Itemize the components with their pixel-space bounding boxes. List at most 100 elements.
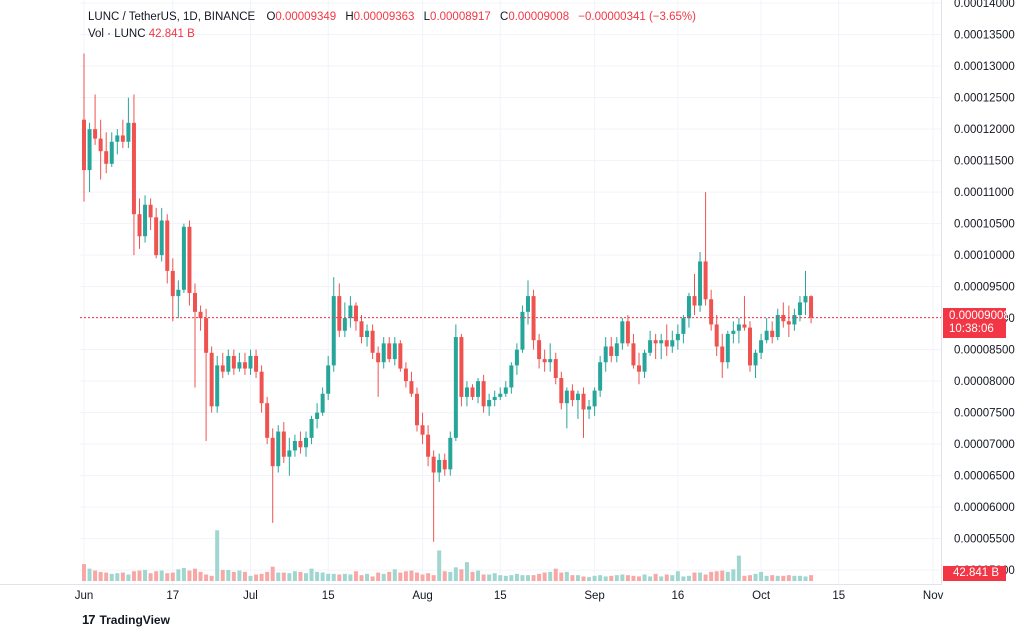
volume-bar bbox=[431, 575, 436, 581]
volume-bar bbox=[115, 573, 120, 581]
time-axis[interactable]: Jun 17 Jul 15 Aug 15 Sep 16 Oct 15 Nov bbox=[75, 590, 944, 602]
candle-body bbox=[387, 343, 392, 360]
candle-body bbox=[442, 459, 447, 470]
time-tick-label: 16 bbox=[671, 590, 684, 602]
candle-body bbox=[598, 362, 603, 391]
candle-body bbox=[353, 305, 358, 322]
price-axis[interactable]: 0.000050000.000055000.000060000.00006500… bbox=[954, 0, 1015, 577]
volume-label[interactable]: Vol · LUNC bbox=[88, 28, 146, 40]
candle-body bbox=[104, 151, 109, 164]
candle-body bbox=[276, 431, 281, 467]
candle-body bbox=[242, 362, 247, 369]
price-tick-label: 0.00008000 bbox=[954, 376, 1015, 388]
volume-bar bbox=[215, 530, 220, 581]
volume-bar bbox=[553, 568, 558, 581]
candle-body bbox=[320, 393, 325, 413]
volume-bar bbox=[759, 571, 764, 581]
volume-bar bbox=[403, 571, 408, 581]
candle-body bbox=[231, 355, 236, 369]
time-tick-label: 15 bbox=[494, 590, 507, 602]
candle-body bbox=[115, 135, 120, 142]
volume-bar bbox=[348, 574, 353, 581]
candle-body bbox=[342, 318, 347, 331]
volume-bar bbox=[82, 564, 86, 581]
candle-body bbox=[736, 324, 741, 331]
time-tick-label: Sep bbox=[584, 590, 604, 602]
candle-body bbox=[437, 459, 442, 473]
volume-bar bbox=[570, 575, 575, 581]
symbol-title[interactable]: LUNC / TetherUS, 1D, BINANCE bbox=[88, 11, 256, 23]
volume-bar bbox=[187, 570, 192, 581]
price-tick-label: 0.00013000 bbox=[954, 61, 1015, 73]
volume-bar bbox=[281, 572, 286, 581]
candle-body bbox=[237, 362, 242, 369]
candle-body bbox=[215, 365, 220, 407]
tv-logo-icon: 17 bbox=[82, 612, 96, 627]
candle-body bbox=[642, 352, 647, 372]
volume-bar bbox=[453, 567, 458, 581]
volume-bar bbox=[514, 573, 519, 581]
price-tick-label: 0.00010500 bbox=[954, 219, 1015, 231]
time-tick-label: Aug bbox=[412, 590, 432, 602]
volume-bar bbox=[770, 575, 775, 581]
time-tick-label: Jul bbox=[243, 590, 258, 602]
candle-body bbox=[93, 129, 98, 139]
price-tick-label: 0.00009500 bbox=[954, 282, 1015, 294]
volume-bar bbox=[237, 570, 242, 581]
candle-body bbox=[725, 333, 730, 363]
candle-body bbox=[514, 349, 519, 366]
time-tick-label: 17 bbox=[166, 590, 179, 602]
volume-bar bbox=[703, 574, 708, 581]
candle-body bbox=[803, 296, 808, 303]
last-price-value: 0.00009008 bbox=[949, 310, 1010, 322]
candle-body bbox=[703, 261, 708, 300]
volume-bar bbox=[226, 569, 231, 581]
candle-body bbox=[542, 359, 547, 363]
candle-body bbox=[553, 359, 558, 378]
candle-series bbox=[82, 53, 814, 542]
volume-bar bbox=[392, 569, 397, 581]
volume-bar bbox=[653, 573, 658, 581]
change-value: −0.00000341 (−3.65%) bbox=[578, 11, 696, 23]
candle-body bbox=[742, 324, 747, 328]
volume-bar bbox=[265, 571, 270, 581]
candle-body bbox=[270, 437, 275, 467]
volume-bar bbox=[181, 568, 186, 581]
volume-value: 42.841 B bbox=[148, 28, 195, 40]
volume-bar bbox=[598, 575, 603, 581]
time-tick-label: Nov bbox=[923, 590, 944, 602]
candle-body bbox=[259, 371, 264, 404]
candle-body bbox=[193, 292, 197, 312]
candle-body bbox=[792, 314, 797, 325]
close-label: C bbox=[500, 11, 509, 23]
candle-body bbox=[181, 226, 186, 290]
price-tick-label: 0.00010000 bbox=[954, 250, 1015, 262]
close-value: 0.00009008 bbox=[508, 11, 570, 23]
volume-bar bbox=[470, 571, 475, 581]
volume-bar bbox=[720, 570, 725, 581]
price-tick-label: 0.00005500 bbox=[954, 534, 1015, 546]
volume-bar bbox=[87, 568, 92, 581]
volume-bar bbox=[326, 573, 331, 581]
volume-bar bbox=[93, 570, 98, 581]
volume-bar bbox=[426, 573, 431, 581]
candle-body bbox=[459, 337, 464, 397]
volume-bar bbox=[775, 575, 780, 581]
candle-body bbox=[637, 365, 641, 372]
candle-body bbox=[337, 296, 342, 331]
volume-bar bbox=[359, 575, 364, 581]
volume-bar bbox=[398, 572, 403, 581]
price-tick-label: 0.00006000 bbox=[954, 502, 1015, 514]
candle-body bbox=[720, 346, 725, 363]
tradingview-logo[interactable]: 17 TradingView bbox=[82, 612, 170, 627]
candle-body bbox=[770, 330, 775, 338]
volume-bar bbox=[748, 575, 752, 581]
volume-bar bbox=[498, 575, 503, 581]
volume-bar bbox=[781, 575, 786, 581]
high-value: 0.00009363 bbox=[353, 11, 415, 23]
volume-bar bbox=[686, 575, 691, 581]
candle-body bbox=[254, 355, 259, 372]
candle-body bbox=[331, 296, 336, 366]
volume-bar bbox=[742, 575, 747, 581]
